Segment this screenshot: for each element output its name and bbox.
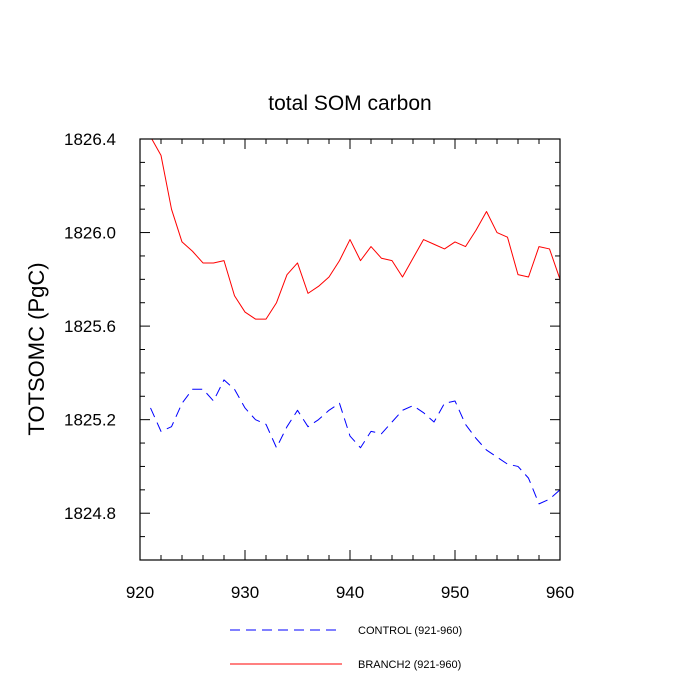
legend-label-branch2: BRANCH2 (921-960) [358,659,461,671]
series-line-control [150,379,560,505]
x-tick-label: 950 [441,583,469,602]
y-tick-label: 1826.4 [64,130,116,149]
x-tick-label: 930 [231,583,259,602]
y-tick-label: 1826.0 [64,224,116,243]
legend-label-control: CONTROL (921-960) [358,625,462,637]
x-tick-label: 940 [336,583,364,602]
chart-title: total SOM carbon [268,92,431,115]
y-tick-label: 1824.8 [64,504,116,523]
y-tick-label: 1825.2 [64,411,116,430]
series-layer [150,139,560,505]
y-tick-label: 1825.6 [64,317,116,336]
series-line-branch2 [151,139,560,320]
x-tick-label: 920 [126,583,154,602]
legend: CONTROL (921-960) BRANCH2 (921-960) [230,625,462,671]
plot-frame [139,138,561,561]
tick-labels: 920 930 940 950 960 1824.8 1825.2 1825.6 1826.0 1… [64,130,574,602]
y-axis-label: TOTSOMC (PgC) [24,262,49,435]
axis-ticks [139,138,561,561]
x-tick-label: 960 [546,583,574,602]
